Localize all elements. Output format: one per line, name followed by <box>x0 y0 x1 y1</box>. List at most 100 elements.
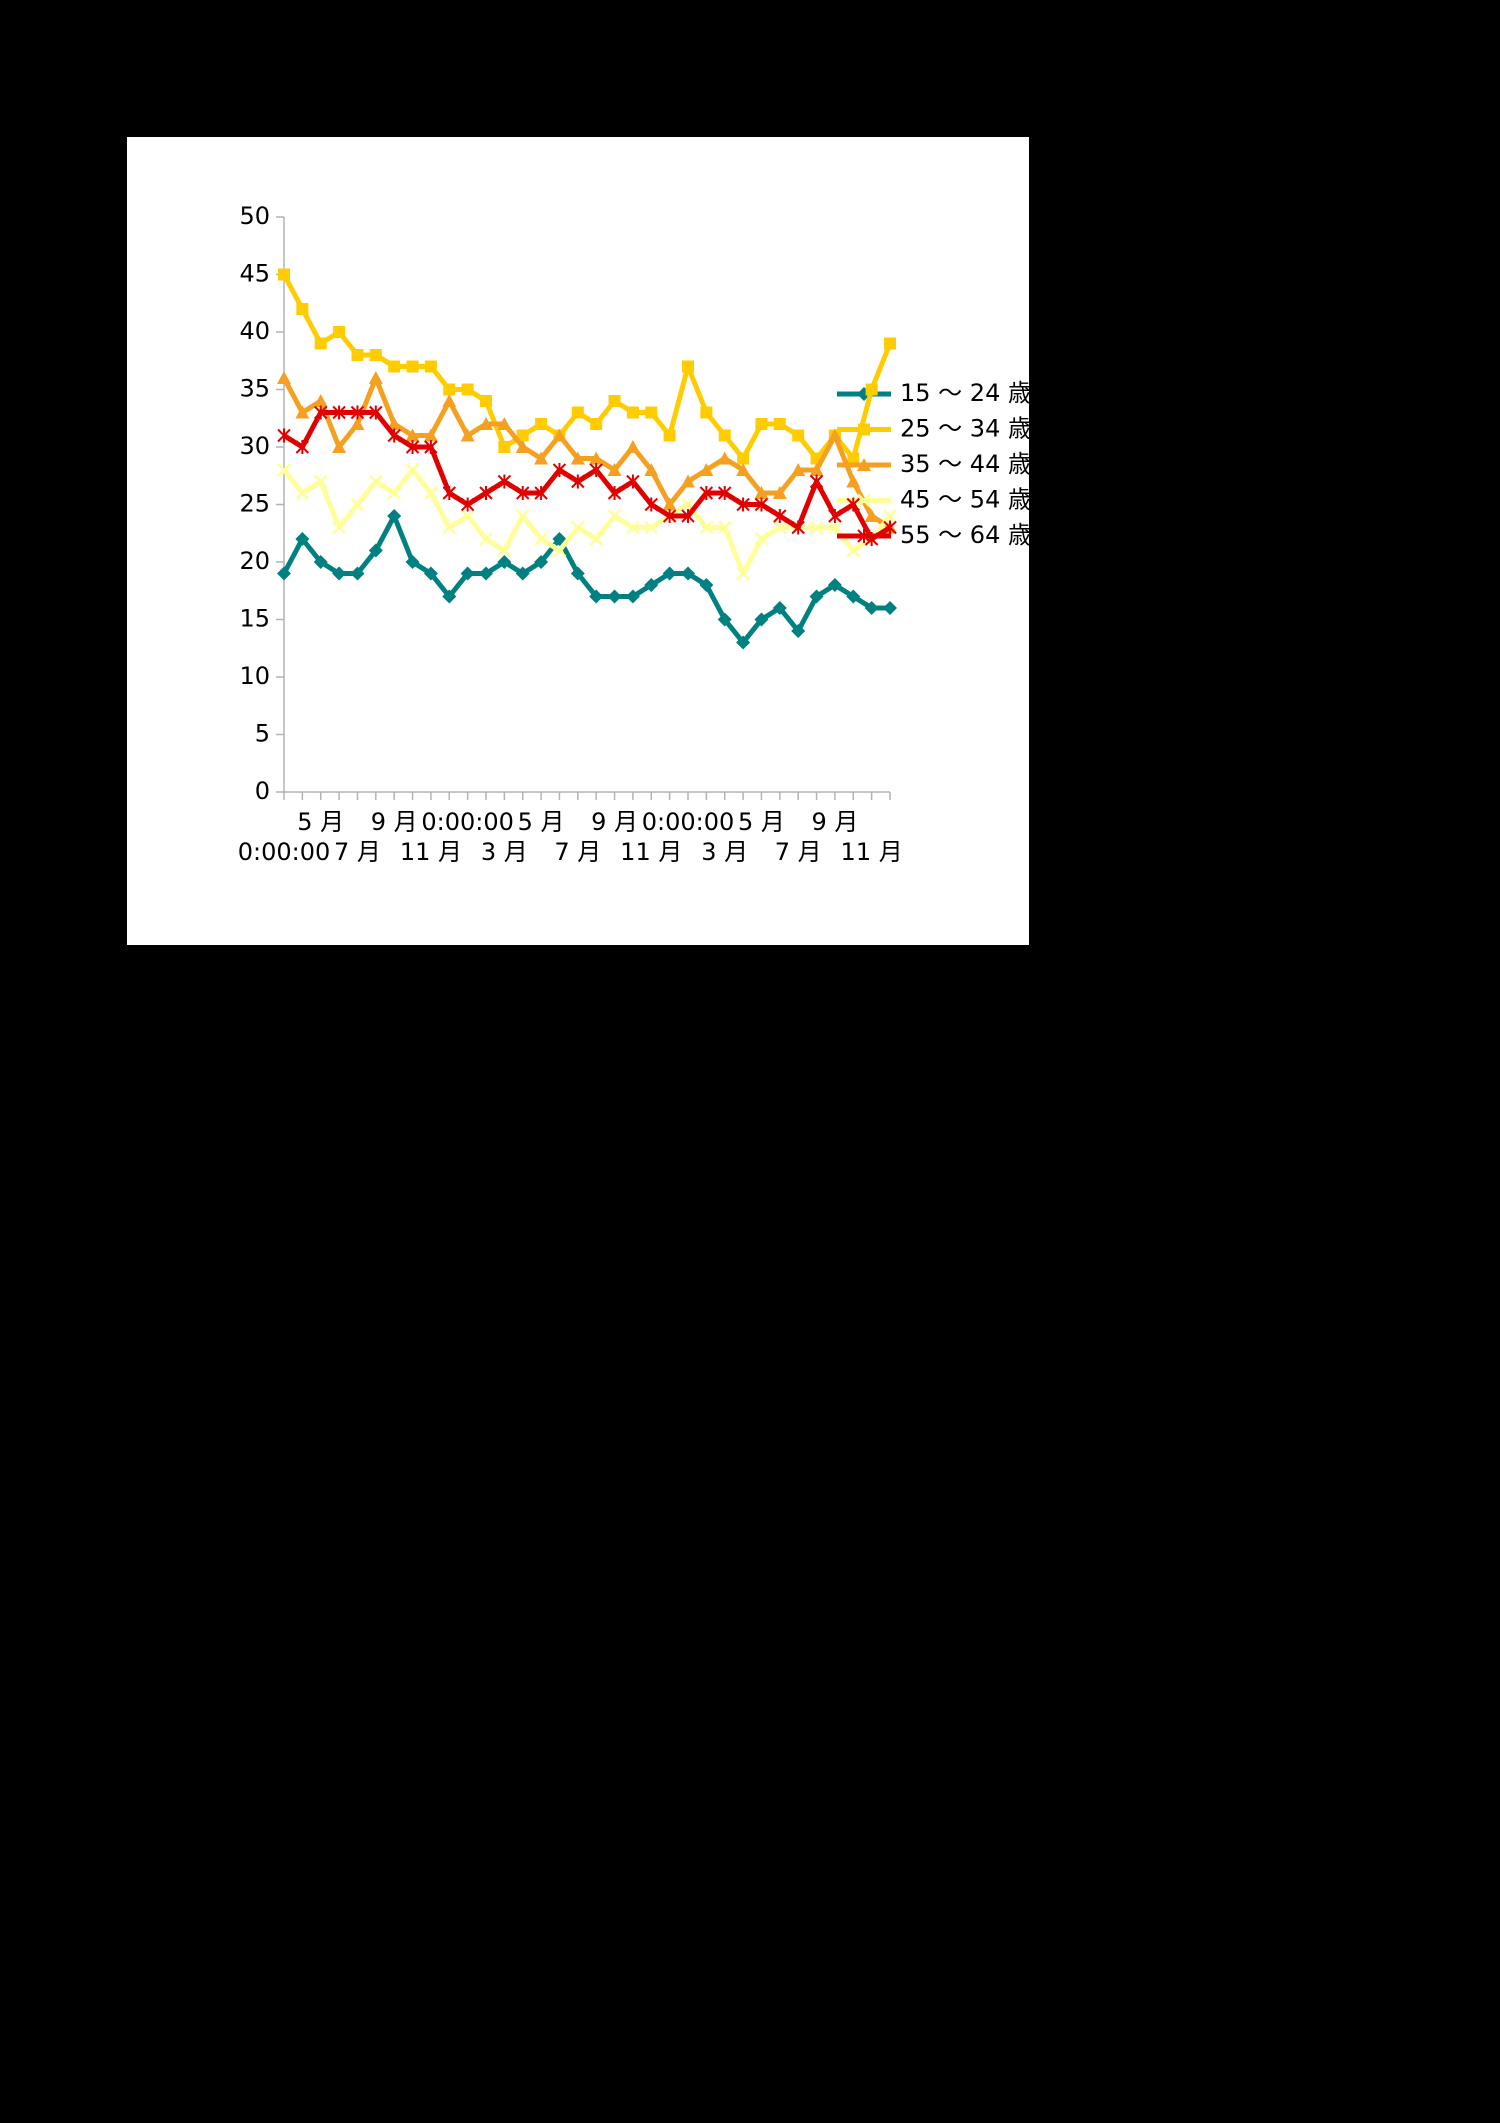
data-point <box>590 418 603 430</box>
data-point <box>423 566 438 581</box>
x-tick-label: 11 月 <box>620 838 682 866</box>
data-point <box>571 406 584 419</box>
data-point <box>516 486 530 500</box>
data-point <box>387 428 401 443</box>
data-point <box>681 474 695 488</box>
x-tick-label: 0:00:00 <box>421 808 514 836</box>
y-tick-label: 35 <box>239 375 270 403</box>
data-point <box>515 509 530 523</box>
data-point <box>515 440 530 453</box>
data-point <box>552 543 567 558</box>
data-point <box>277 428 291 443</box>
data-point <box>424 486 438 500</box>
data-point <box>589 589 604 604</box>
data-point <box>369 405 383 420</box>
data-point <box>717 612 732 627</box>
data-point <box>552 463 567 477</box>
x-tick-label: 9 月 <box>811 808 858 836</box>
y-tick-label: 50 <box>239 202 270 230</box>
data-point <box>772 520 787 535</box>
data-point <box>755 418 768 430</box>
data-point <box>717 451 732 465</box>
data-point <box>479 486 493 500</box>
data-point <box>809 463 824 476</box>
data-point <box>497 474 512 489</box>
data-point <box>405 463 420 477</box>
data-point <box>461 383 474 396</box>
data-point <box>570 451 585 465</box>
data-point <box>736 497 750 512</box>
data-point <box>846 474 861 488</box>
x-tick-label: 7 月 <box>334 838 381 866</box>
x-tick-label: 0:00:00 <box>642 808 735 836</box>
legend-label: 35 ～ 44 歳 <box>900 450 1032 478</box>
data-point <box>737 452 750 465</box>
data-point <box>792 429 805 442</box>
data-point <box>314 337 327 350</box>
data-point <box>479 532 493 546</box>
data-point <box>607 463 622 476</box>
data-point <box>662 566 677 581</box>
data-point <box>699 463 714 476</box>
series-line <box>282 410 892 542</box>
data-point <box>699 520 714 535</box>
data-point <box>662 509 677 523</box>
y-tick-label: 45 <box>239 260 270 288</box>
data-point <box>864 601 879 615</box>
series-line <box>281 375 892 530</box>
data-point <box>515 566 530 581</box>
data-point <box>644 463 659 476</box>
data-point <box>277 463 291 477</box>
data-point <box>405 555 420 569</box>
data-point <box>350 566 365 581</box>
data-point <box>570 566 585 581</box>
x-tick-label: 9 月 <box>371 808 418 836</box>
data-point <box>405 428 420 442</box>
legend-marker <box>857 458 871 471</box>
data-point <box>846 497 860 512</box>
data-point <box>277 566 291 581</box>
data-point <box>846 543 861 558</box>
data-point <box>460 566 475 581</box>
data-point <box>644 520 659 535</box>
data-point <box>773 418 786 430</box>
data-point <box>332 520 346 535</box>
data-point <box>809 589 824 604</box>
data-point <box>884 337 896 350</box>
x-tick-label: 5 月 <box>738 808 785 836</box>
y-tick-label: 20 <box>239 547 270 575</box>
data-point <box>351 349 364 361</box>
data-point <box>607 486 622 500</box>
y-tick-label: 30 <box>239 432 270 460</box>
data-point <box>663 429 676 442</box>
data-point <box>883 601 897 615</box>
data-point <box>516 429 529 442</box>
data-point <box>626 520 640 535</box>
data-point <box>847 452 860 465</box>
data-point <box>498 441 511 453</box>
data-point <box>754 486 769 499</box>
legend-marker <box>857 529 871 543</box>
data-point <box>552 428 567 442</box>
x-tick-label: 5 月 <box>518 808 565 836</box>
data-point <box>460 509 475 523</box>
data-point <box>497 417 512 430</box>
data-point <box>534 451 549 465</box>
x-tick-label: 5 月 <box>297 808 344 836</box>
data-point <box>534 532 548 546</box>
data-point <box>700 406 713 419</box>
legend-label: 55 ～ 64 歳 <box>900 521 1032 549</box>
data-point <box>681 566 695 581</box>
data-point <box>350 497 365 512</box>
data-point <box>442 486 456 500</box>
data-point <box>350 417 365 430</box>
data-point <box>442 589 457 604</box>
y-tick-label: 40 <box>239 317 270 345</box>
data-point <box>405 440 420 454</box>
data-point <box>295 440 310 454</box>
data-point <box>350 405 365 420</box>
x-tick-label: 7 月 <box>775 838 822 866</box>
data-point <box>406 360 419 373</box>
data-point <box>332 566 347 581</box>
